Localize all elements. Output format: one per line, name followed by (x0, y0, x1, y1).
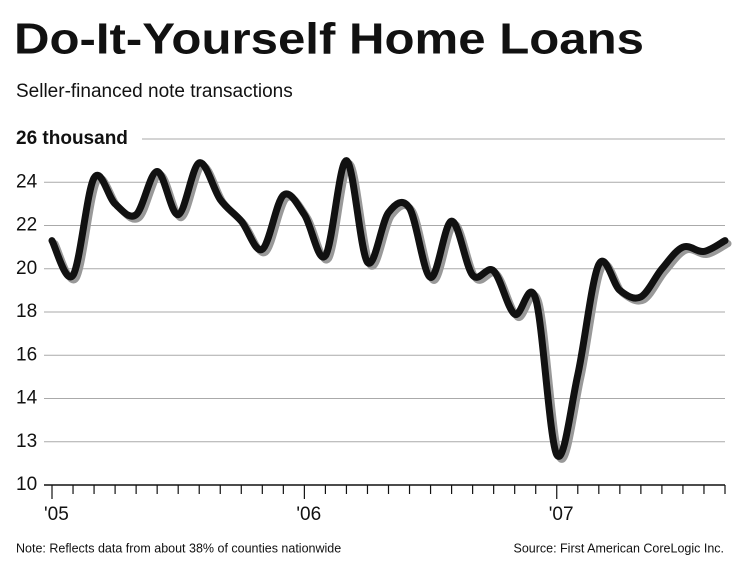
note: Note: Reflects data from about 38% of co… (16, 541, 341, 555)
y-tick-label: 26 thousand (16, 128, 128, 149)
chart-subtitle: Seller-financed note transactions (16, 81, 293, 102)
y-tick-label: 18 (16, 301, 37, 322)
y-tick-label: 20 (16, 258, 37, 279)
y-tick-label: 13 (16, 431, 37, 452)
y-tick-label: 22 (16, 215, 37, 236)
y-tick-label: 10 (16, 474, 37, 495)
y-tick-label: 24 (16, 171, 38, 192)
y-tick-label: 16 (16, 344, 37, 365)
x-tick-label: '06 (296, 504, 321, 525)
data-line (48, 157, 729, 460)
y-tick-label: 14 (16, 388, 38, 409)
x-tick-label: '07 (549, 504, 574, 525)
x-tick-label: '05 (44, 504, 69, 525)
chart-title: Do-It-Yourself Home Loans (14, 15, 644, 64)
plot-area: 10 13 14 16 18 20 22 24 26 thousand '05 '06 '07 (16, 128, 732, 525)
source: Source: First American CoreLogic Inc. (514, 541, 725, 555)
